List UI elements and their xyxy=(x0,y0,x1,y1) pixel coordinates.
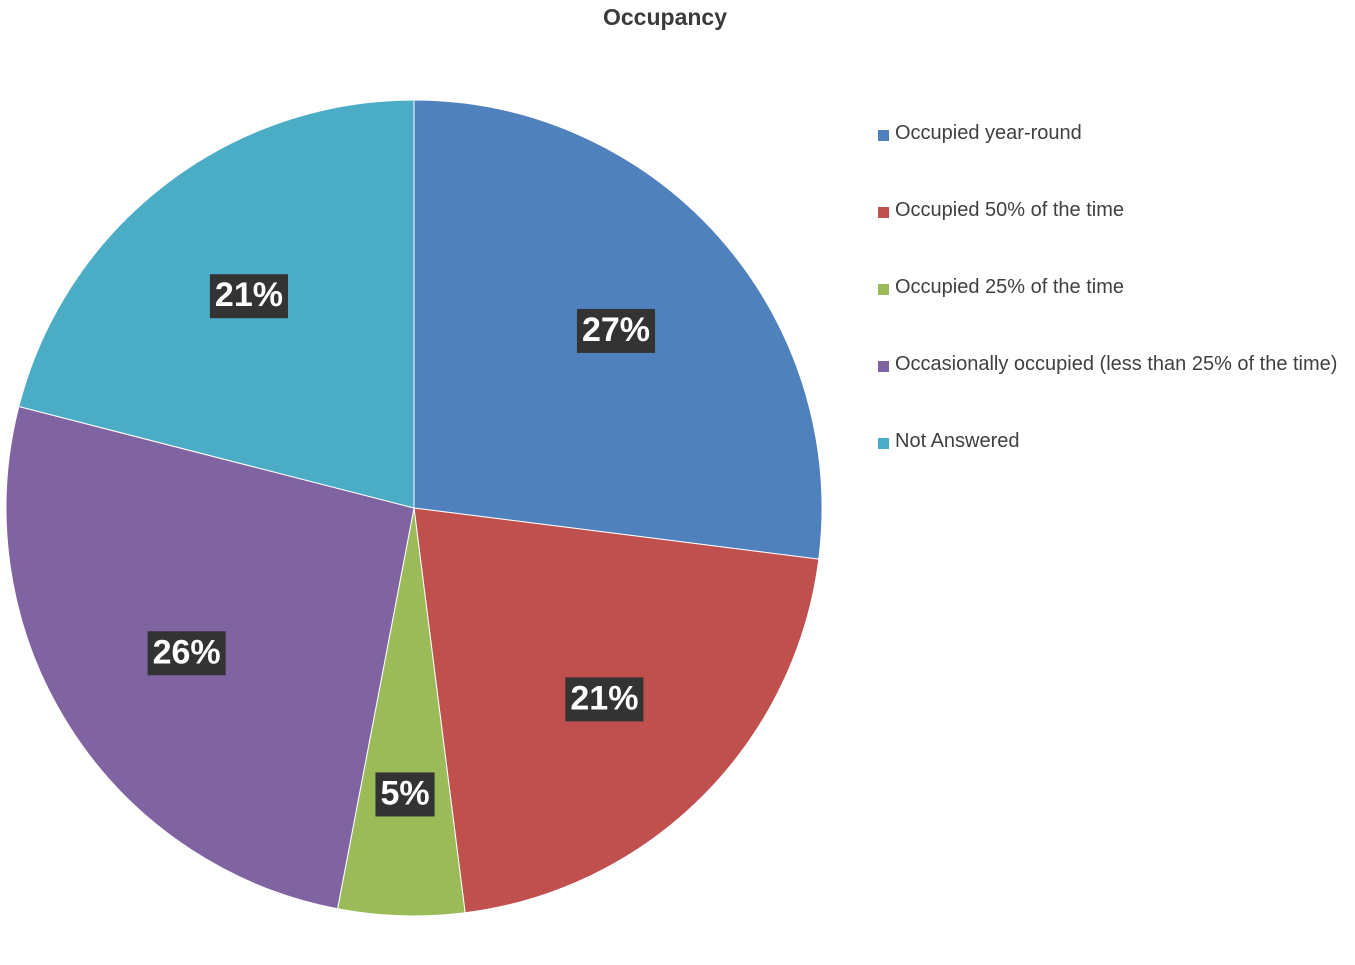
data-label-box xyxy=(147,631,226,676)
data-label-box xyxy=(576,308,656,353)
data-label-4: 26% xyxy=(147,631,226,676)
legend-swatch xyxy=(878,361,889,372)
legend-label: Occasionally occupied (less than 25% of … xyxy=(895,353,1338,375)
data-label-text: 21% xyxy=(570,679,638,717)
data-label-box xyxy=(375,772,435,817)
legend-label: Not Answered xyxy=(895,430,1020,452)
data-label-text: 27% xyxy=(582,311,650,349)
chart-title: Occupancy xyxy=(603,4,727,30)
pie-data-labels: 27% 21% 5% 26% 21% xyxy=(147,274,656,817)
data-label-text: 5% xyxy=(380,774,429,812)
data-label-2: 21% xyxy=(565,677,644,722)
legend-swatch xyxy=(878,438,889,449)
data-label-5: 21% xyxy=(209,274,288,319)
legend-label: Occupied year-round xyxy=(895,122,1082,144)
legend-label: Occupied 25% of the time xyxy=(895,276,1125,298)
data-label-text: 21% xyxy=(215,276,283,314)
legend-swatch xyxy=(878,130,889,141)
legend-swatch xyxy=(878,284,889,295)
data-label-1: 27% xyxy=(576,308,656,353)
data-label-text: 26% xyxy=(153,633,221,671)
data-label-3: 5% xyxy=(375,772,435,817)
data-label-box xyxy=(209,274,288,319)
legend-label: Occupied 50% of the time xyxy=(895,199,1125,221)
data-label-box xyxy=(565,677,644,722)
legend-swatch xyxy=(878,207,889,218)
